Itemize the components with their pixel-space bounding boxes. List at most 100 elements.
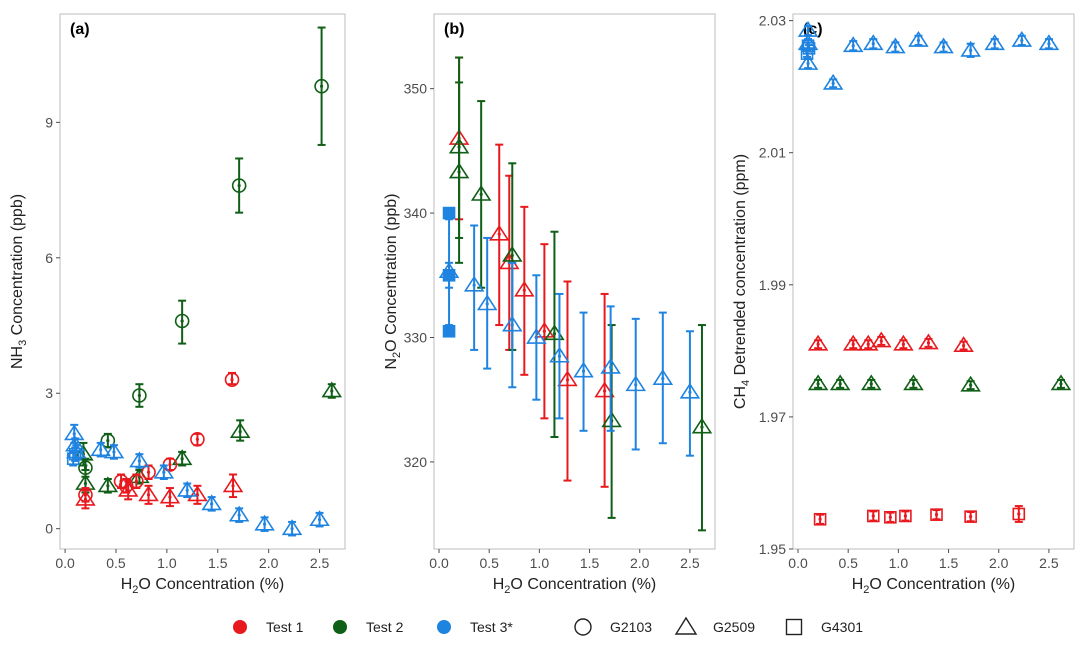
- triangle-marker: [807, 334, 829, 351]
- triangle-marker: [309, 510, 330, 527]
- center-dot: [83, 497, 88, 501]
- data-point: [68, 446, 82, 462]
- panel-label: (b): [444, 21, 464, 38]
- y-axis-title: CH4 Detrended concentration (ppm): [732, 154, 752, 409]
- legend-item-test1: Test 1: [233, 619, 304, 635]
- data-point: [625, 317, 646, 451]
- center-dot: [911, 382, 916, 386]
- center-dot: [634, 383, 638, 387]
- x-tick-label: 0.0: [429, 555, 449, 571]
- square-marker: [964, 510, 977, 523]
- center-dot: [962, 343, 966, 348]
- center-dot: [552, 332, 557, 336]
- center-dot: [866, 342, 870, 346]
- center-dot: [195, 437, 200, 441]
- triangle-marker: [953, 336, 974, 352]
- triangle-marker: [97, 476, 119, 493]
- triangle-marker: [159, 487, 181, 504]
- triangle-marker: [514, 280, 535, 297]
- y-tick-label: 0: [45, 521, 53, 537]
- data-point: [908, 30, 929, 47]
- data-point: [903, 374, 924, 391]
- data-point: [801, 39, 815, 53]
- plot-area: [792, 13, 1075, 550]
- circle-marker: [190, 431, 205, 447]
- center-dot: [180, 457, 184, 461]
- data-point: [829, 374, 851, 391]
- triangle-marker: [960, 375, 981, 392]
- data-point: [652, 311, 674, 445]
- data-point: [807, 334, 829, 351]
- legend-label: Test 3*: [470, 619, 513, 635]
- data-point: [309, 510, 330, 528]
- y-tick-label: 2.03: [759, 13, 786, 29]
- center-dot: [969, 515, 973, 519]
- data-point: [601, 324, 622, 519]
- data-point: [842, 36, 864, 53]
- data-point: [117, 480, 139, 501]
- x-tick-label: 0.5: [838, 555, 858, 571]
- data-point: [129, 451, 150, 469]
- triangle-marker: [625, 375, 646, 392]
- data-point: [171, 449, 193, 467]
- center-dot: [816, 342, 820, 346]
- data-point: [174, 299, 190, 345]
- center-dot: [969, 383, 973, 387]
- triangle-marker: [254, 514, 275, 531]
- legend-swatch: [233, 620, 247, 634]
- center-dot: [73, 452, 77, 456]
- center-dot: [112, 450, 116, 454]
- center-dot: [1047, 42, 1051, 46]
- y-tick-label: 1.97: [759, 409, 786, 425]
- triangle-marker: [652, 369, 674, 385]
- panel-c: (c)0.0 0.5 1.0 1.5 2.0 2.51.951.971.992.012.0…: [732, 13, 1075, 596]
- center-dot: [72, 432, 76, 436]
- data-point: [442, 261, 456, 289]
- triangle-marker: [281, 519, 303, 536]
- center-dot: [916, 38, 921, 43]
- circle-marker: [100, 433, 116, 448]
- center-dot: [317, 518, 322, 522]
- data-point: [162, 457, 178, 472]
- circle-marker: [224, 372, 240, 387]
- center-dot: [146, 470, 151, 474]
- center-dot: [106, 484, 110, 488]
- legend-label: G4301: [821, 619, 863, 635]
- triangle-marker: [601, 411, 622, 428]
- data-point: [871, 331, 892, 348]
- triangle-marker: [1038, 34, 1060, 51]
- center-dot: [603, 389, 607, 393]
- triangle-marker: [476, 294, 498, 311]
- y-tick-label: 320: [404, 454, 428, 470]
- data-point: [75, 489, 96, 510]
- x-tick-label: 0.0: [55, 555, 75, 571]
- data-point: [866, 509, 880, 523]
- center-dot: [851, 44, 855, 48]
- triangle-marker: [1050, 374, 1072, 391]
- data-point: [861, 374, 882, 391]
- square-marker: [884, 510, 897, 524]
- triangle-marker: [321, 381, 343, 398]
- center-dot: [119, 479, 123, 483]
- legend-label: Test 2: [366, 619, 404, 635]
- triangle-marker: [117, 480, 139, 497]
- center-dot: [534, 335, 538, 340]
- center-dot: [126, 488, 130, 492]
- center-dot: [457, 170, 461, 174]
- center-dot: [290, 527, 294, 531]
- triangle-marker: [448, 162, 470, 179]
- triangle-marker: [138, 485, 159, 502]
- triangle-marker: [842, 334, 864, 351]
- center-dot: [472, 283, 476, 287]
- data-point: [190, 431, 205, 447]
- square-marker: [801, 39, 815, 53]
- center-dot: [901, 342, 905, 346]
- center-dot: [262, 522, 267, 526]
- data-point: [281, 519, 303, 537]
- legend-item-g2509: G2509: [674, 616, 755, 635]
- center-dot: [180, 319, 184, 323]
- circle-marker: [118, 478, 134, 494]
- data-point: [807, 374, 829, 391]
- center-dot: [851, 342, 855, 346]
